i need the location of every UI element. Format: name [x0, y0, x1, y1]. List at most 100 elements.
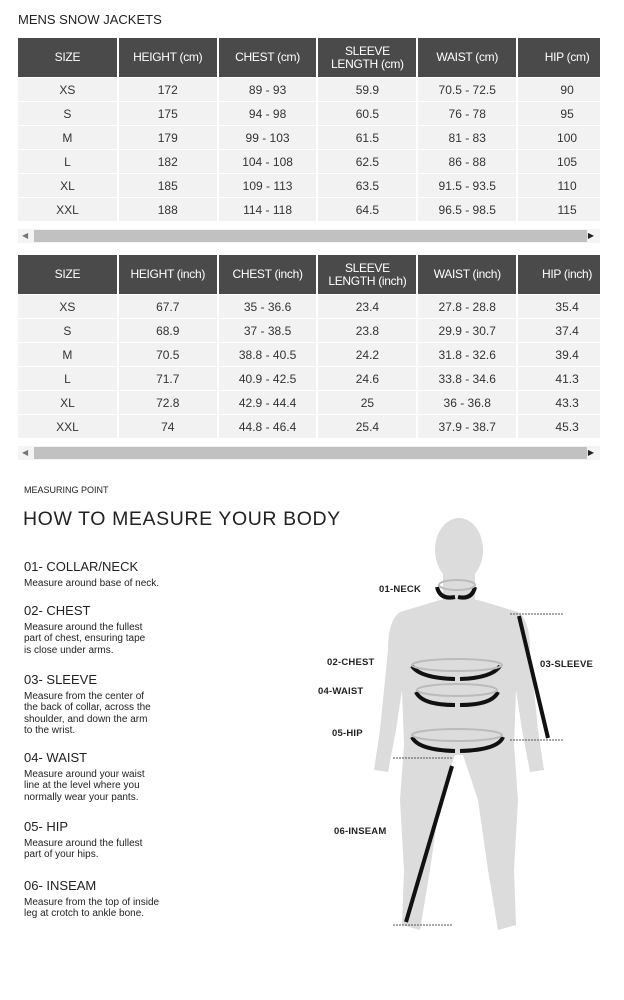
table-cell: 95: [517, 101, 600, 126]
table-cell: 42.9 - 44.4: [217, 390, 319, 415]
column-header: SLEEVE LENGTH (cm): [317, 38, 419, 78]
column-header: WAIST (inch): [417, 255, 519, 295]
table-cell: 89 - 93: [217, 77, 319, 102]
table-cell: 70.5: [117, 342, 219, 367]
label-neck: 01-NECK: [379, 584, 422, 595]
table-cell: 38.8 - 40.5: [217, 342, 319, 367]
table-cell: 41.3: [517, 366, 600, 391]
header-row: SIZE HEIGHT (inch) CHEST (inch) SLEEVE LENG…: [18, 255, 600, 295]
table-row: XL 185 109 - 113 63.5 91.5 - 93.5 110: [18, 173, 600, 198]
table-cell: 96.5 - 98.5: [417, 197, 519, 222]
table-cell: S: [18, 101, 119, 126]
table-inch-scrollbar[interactable]: ◀ ▶: [18, 446, 600, 460]
table-cell: 36 - 36.8: [417, 390, 519, 415]
table-row: S 175 94 - 98 60.5 76 - 78 95: [18, 101, 600, 126]
scroll-right-icon[interactable]: ▶: [587, 448, 594, 457]
column-header: CHEST (cm): [217, 38, 319, 78]
table-cell: 72.8: [117, 390, 219, 415]
table-cell: 37 - 38.5: [217, 318, 319, 343]
scroll-thumb[interactable]: [34, 230, 587, 242]
measuring-point-label: MEASURING POINT: [24, 485, 109, 495]
table-cell: 182: [117, 149, 219, 174]
table-cell: 63.5: [317, 173, 419, 198]
table-row: XL 72.8 42.9 - 44.4 25 36 - 36.8 43.3: [18, 390, 600, 415]
table-cell: 90: [517, 77, 600, 102]
measure-heading: HOW TO MEASURE YOUR BODY: [23, 508, 341, 530]
table-cell: 40.9 - 42.5: [217, 366, 319, 391]
table-row: XS 67.7 35 - 36.6 23.4 27.8 - 28.8 35.4: [18, 294, 600, 319]
label-chest: 02-CHEST: [327, 657, 375, 668]
table-cell: XS: [18, 77, 119, 102]
scroll-left-icon[interactable]: ◀: [22, 448, 29, 457]
step-desc: Measure from the top of inside leg at cr…: [24, 897, 160, 920]
table-cell: L: [18, 366, 119, 391]
step-hip: 05- HIP Measure around the fullest part o…: [24, 819, 224, 861]
table-cell: 25.4: [317, 414, 419, 439]
table-cell: 61.5: [317, 125, 419, 150]
chest-ring: [410, 664, 456, 681]
inseam-line: [404, 765, 454, 923]
measure-rings: [410, 586, 505, 753]
table-cell: 45.3: [517, 414, 600, 439]
size-table-cm: SIZE HEIGHT (cm) CHEST (cm) SLEEVE LENGTH (…: [18, 38, 600, 222]
table-cell: 39.4: [517, 342, 600, 367]
table-cell: M: [18, 125, 119, 150]
table-row: S 68.9 37 - 38.5 23.8 29.9 - 30.7 37.4: [18, 318, 600, 343]
step-title: 01- COLLAR/NECK: [24, 559, 139, 574]
table-cell: 33.8 - 34.6: [417, 366, 519, 391]
step-title: 02- CHEST: [24, 603, 91, 618]
table-cell: 27.8 - 28.8: [417, 294, 519, 319]
step-chest: 02- CHEST Measure around the fullest part…: [24, 603, 224, 656]
table-cell: 179: [117, 125, 219, 150]
step-desc: Measure from the center of the back of c…: [24, 691, 151, 736]
table-row: M 70.5 38.8 - 40.5 24.2 31.8 - 32.6 39.4: [18, 342, 600, 367]
table-cell: 23.4: [317, 294, 419, 319]
column-header: SIZE: [18, 38, 119, 78]
table-cm-scrollbar[interactable]: ◀ ▶: [18, 229, 600, 243]
table-cell: 99 - 103: [217, 125, 319, 150]
table-cell: 109 - 113: [217, 173, 319, 198]
body-silhouette: [374, 518, 544, 930]
step-title: 06- INSEAM: [24, 878, 97, 893]
table-cell: 104 - 108: [217, 149, 319, 174]
table-cell: 91.5 - 93.5: [417, 173, 519, 198]
table-cell: 44.8 - 46.4: [217, 414, 319, 439]
column-header: HEIGHT (inch): [117, 255, 219, 295]
step-waist: 04- WAIST Measure around your waist line …: [24, 750, 224, 803]
table-cell: XXL: [18, 197, 119, 222]
table-cell: 105: [517, 149, 600, 174]
table-row: XS 172 89 - 93 59.9 70.5 - 72.5 90: [18, 77, 600, 102]
table-cell: L: [18, 149, 119, 174]
table-cell: 60.5: [317, 101, 419, 126]
table-cell: 31.8 - 32.6: [417, 342, 519, 367]
table-cell: XS: [18, 294, 119, 319]
size-table-inch: SIZE HEIGHT (inch) CHEST (inch) SLEEVE LENG…: [18, 255, 600, 439]
label-waist: 04-WAIST: [318, 686, 364, 697]
table-cell: 115: [517, 197, 600, 222]
table-cell: 68.9: [117, 318, 219, 343]
table-cell: 37.9 - 38.7: [417, 414, 519, 439]
column-header: SIZE: [18, 255, 119, 295]
table-cell: 64.5: [317, 197, 419, 222]
hip-ring: [410, 735, 456, 753]
label-inseam: 06-INSEAM: [334, 826, 387, 837]
table-cell: 70.5 - 72.5: [417, 77, 519, 102]
table-cell: 175: [117, 101, 219, 126]
table-cell: 188: [117, 197, 219, 222]
table-row: XXL 188 114 - 118 64.5 96.5 - 98.5 115: [18, 197, 600, 222]
waist-ring: [414, 690, 456, 707]
table-cell: 59.9: [317, 77, 419, 102]
scroll-right-icon[interactable]: ▶: [587, 231, 594, 240]
column-header: HEIGHT (cm): [117, 38, 219, 78]
table-cell: 110: [517, 173, 600, 198]
scroll-left-icon[interactable]: ◀: [22, 231, 29, 240]
table-row: L 182 104 - 108 62.5 86 - 88 105: [18, 149, 600, 174]
label-hip: 05-HIP: [332, 728, 363, 739]
table-cell: 74: [117, 414, 219, 439]
label-sleeve: 03-SLEEVE: [540, 659, 594, 670]
step-title: 03- SLEEVE: [24, 672, 97, 687]
scroll-thumb[interactable]: [34, 447, 587, 459]
table-cell: 100: [517, 125, 600, 150]
table-cell: 86 - 88: [417, 149, 519, 174]
